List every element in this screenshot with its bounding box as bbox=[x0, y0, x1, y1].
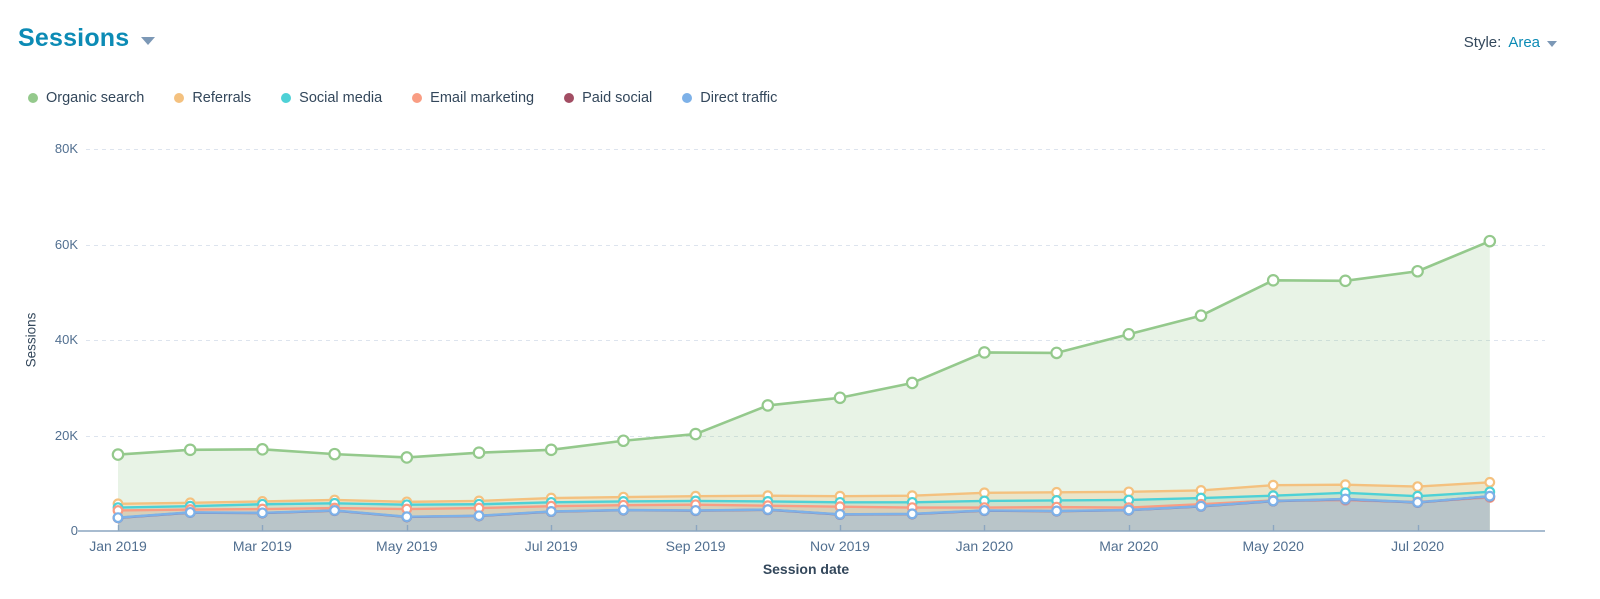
legend-item-paid-social[interactable]: Paid social bbox=[564, 90, 652, 106]
legend-swatch-icon bbox=[28, 93, 38, 103]
legend-item-label: Email marketing bbox=[430, 90, 535, 106]
legend-item-label: Social media bbox=[299, 90, 383, 106]
x-tick-label: May 2019 bbox=[376, 538, 438, 554]
x-tick-label: Jul 2019 bbox=[524, 538, 578, 554]
metric-selector-dropdown[interactable]: Sessions bbox=[18, 24, 156, 53]
x-tick-label: Mar 2020 bbox=[1099, 538, 1159, 554]
x-tick-label: Jan 2020 bbox=[955, 538, 1014, 554]
legend-swatch-icon bbox=[564, 93, 575, 103]
legend-swatch-icon bbox=[174, 93, 185, 103]
legend-item-social-media[interactable]: Social media bbox=[281, 90, 382, 106]
x-tick-label: Nov 2019 bbox=[810, 538, 870, 554]
legend-item-organic-search[interactable]: Organic search bbox=[28, 90, 144, 106]
style-caret-down-icon bbox=[1547, 41, 1557, 47]
x-tick-label: May 2020 bbox=[1242, 538, 1304, 554]
legend-item-direct-traffic[interactable]: Direct traffic bbox=[682, 90, 777, 106]
legend-item-email-marketing[interactable]: Email marketing bbox=[412, 90, 534, 106]
style-selector-label: Style: bbox=[1463, 34, 1502, 51]
y-tick-label: 80K bbox=[54, 141, 78, 156]
legend-swatch-icon bbox=[281, 93, 292, 103]
legend-item-label: Paid social bbox=[582, 90, 653, 106]
legend-item-referrals[interactable]: Referrals bbox=[174, 90, 251, 106]
x-tick-label: Sep 2019 bbox=[665, 538, 726, 554]
y-tick-label: 20K bbox=[54, 427, 78, 443]
style-selector-value: Area bbox=[1508, 34, 1540, 51]
legend-item-label: Referrals bbox=[192, 90, 252, 106]
y-tick-label: 40K bbox=[54, 332, 78, 347]
y-tick-label: 60K bbox=[54, 236, 78, 252]
x-axis-title: Session date bbox=[762, 561, 850, 577]
legend-swatch-icon bbox=[682, 93, 693, 103]
style-selector[interactable]: Style: Area bbox=[1464, 34, 1557, 51]
title-caret-down-icon bbox=[141, 36, 156, 45]
x-tick-label: Mar 2019 bbox=[232, 538, 292, 554]
chart-legend: Organic search Referrals Social media Email… bbox=[28, 90, 807, 106]
legend-item-label: Direct traffic bbox=[700, 90, 778, 106]
x-tick-label: Jul 2020 bbox=[1391, 538, 1445, 554]
x-tick-label: Jan 2019 bbox=[89, 538, 147, 554]
page-title: Sessions bbox=[18, 24, 130, 52]
y-tick-label: 0 bbox=[70, 523, 78, 538]
legend-item-label: Organic search bbox=[46, 90, 145, 106]
legend-swatch-icon bbox=[412, 93, 423, 103]
